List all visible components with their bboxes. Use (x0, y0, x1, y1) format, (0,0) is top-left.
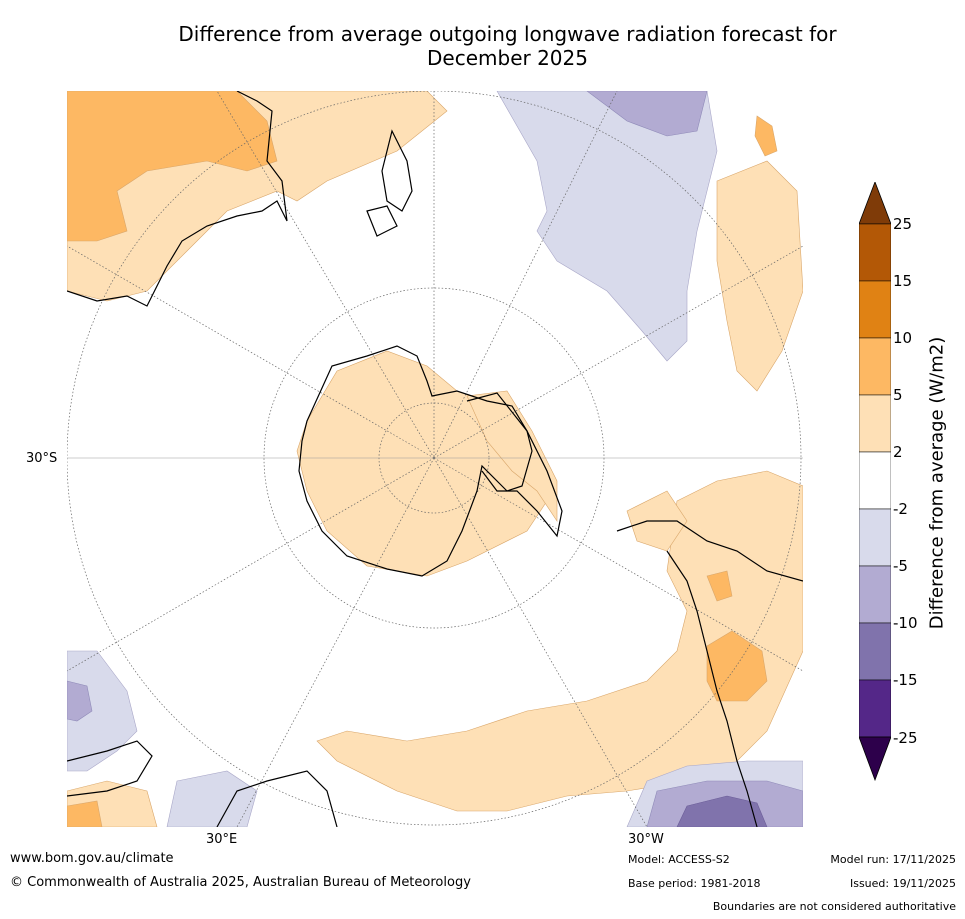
colorbar-tick-25: 25 (893, 215, 913, 233)
meridian-120e (67, 457, 435, 672)
region-south-atlantic (496, 91, 718, 362)
colorbar-tick-m5: -5 (893, 557, 908, 575)
colorbar-tick-m2: -2 (893, 500, 908, 518)
region-australia-south (166, 770, 258, 827)
coast-antarctica (298, 345, 533, 577)
colorbar-tick-15: 15 (893, 272, 913, 290)
coast-new-zealand-south (366, 205, 398, 237)
issued-text: Issued: 19/11/2025 (849, 877, 956, 890)
meridian-150w (433, 457, 648, 827)
coast-new-zealand (381, 129, 413, 212)
model-run-text: Model run: 17/11/2025 (830, 853, 956, 866)
chart-title: Difference from average outgoing longwav… (0, 22, 965, 70)
colorbar-band-10-15 (859, 280, 891, 339)
coast-madagascar (67, 740, 153, 797)
coastlines (67, 91, 803, 827)
colorbar-band-neutral (859, 451, 891, 510)
colorbar (859, 182, 891, 782)
colorbar-tick-2: 2 (893, 443, 903, 461)
region-indian-dark (67, 680, 93, 722)
disclaimer-text: Boundaries are not considered authoritat… (712, 900, 956, 913)
colorbar-band-2-5 (859, 394, 891, 453)
region-atlantic-dark (586, 91, 708, 137)
region-indian-ocean-high (67, 91, 278, 242)
meridian-90e (67, 245, 435, 459)
colorbar-band-5-10 (859, 337, 891, 396)
colorbar-tick-m10: -10 (893, 614, 918, 632)
region-south-america (316, 470, 803, 812)
title-line-1: Difference from average outgoing longwav… (178, 22, 837, 46)
region-indian-south (67, 650, 138, 772)
coast-south-america (616, 520, 803, 827)
colorbar-over-arrow (859, 182, 891, 225)
colorbar-band-m10-m5 (859, 565, 891, 624)
anomaly-fill-5-10 (67, 91, 778, 827)
map-svg (67, 91, 803, 827)
region-sa-1 (706, 570, 733, 602)
meridian-180 (433, 457, 803, 672)
title-line-2: December 2025 (427, 46, 588, 70)
region-sa-2 (706, 630, 768, 702)
colorbar-under-arrow (859, 736, 891, 782)
colorbar-tick-m15: -15 (893, 671, 918, 689)
colorbar-band-m25-m15 (859, 679, 891, 738)
region-southeast-darker (676, 795, 768, 827)
region-atlantic-band (716, 160, 803, 392)
meridian-30w (433, 245, 803, 459)
anomaly-fill-m15-m10 (676, 795, 768, 827)
lon-label-30e: 30°E (206, 832, 238, 847)
colorbar-band-15-25 (859, 223, 891, 282)
copyright-text: © Commonwealth of Australia 2025, Austra… (10, 875, 471, 890)
region-east-spot (67, 800, 103, 827)
colorbar-tick-m25: -25 (893, 729, 918, 747)
website-link[interactable]: www.bom.gov.au/climate (10, 851, 174, 866)
meridian-60e (216, 91, 435, 459)
polar-map[interactable] (67, 91, 803, 827)
coast-africa (216, 770, 338, 827)
colorbar-band-m15-m10 (859, 622, 891, 681)
base-period-text: Base period: 1981-2018 (628, 877, 761, 890)
coast-peninsula (466, 392, 563, 538)
region-atlantic-spot (754, 115, 778, 157)
colorbar-tick-5: 5 (893, 386, 903, 404)
colorbar-tick-10: 10 (893, 329, 913, 347)
lat-label-30s: 30°S (26, 451, 58, 466)
model-text: Model: ACCESS-S2 (628, 853, 730, 866)
region-peninsula (466, 390, 558, 522)
colorbar-title: Difference from average (W/m2) (926, 336, 948, 630)
lon-label-30w: 30°W (628, 832, 664, 847)
coast-australia (67, 91, 288, 307)
colorbar-band-m5-m2 (859, 508, 891, 567)
